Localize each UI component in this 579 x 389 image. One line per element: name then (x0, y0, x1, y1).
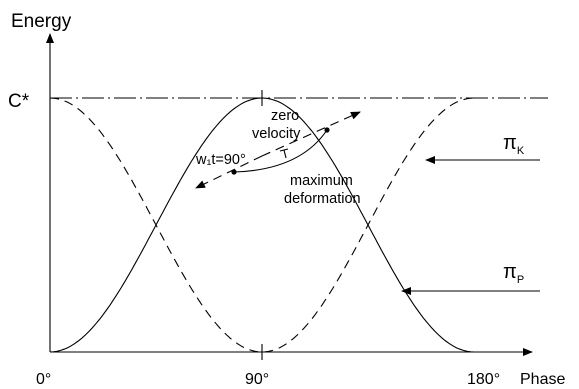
annotation-maximum: maximum (290, 173, 353, 189)
pi-k-symbol: π (503, 132, 517, 154)
annotation-zero: zero (271, 108, 299, 124)
y-axis-title: Energy (11, 11, 72, 32)
potential-energy-curve (49, 97, 475, 353)
x-tick-0: 0° (36, 371, 51, 388)
pi-p-symbol: π (503, 261, 517, 283)
annotation-phase-value: w₁t=90° (195, 152, 246, 168)
c-star-label: C* (8, 91, 30, 112)
pi-k-subscript: K (517, 145, 525, 157)
pi-p-subscript: P (517, 274, 524, 286)
pi-p-label: πP (503, 261, 524, 286)
pi-k-label: πK (503, 132, 525, 157)
center-pin (279, 148, 289, 159)
annotation-deformation: deformation (284, 191, 361, 207)
deformation-arc (233, 129, 328, 173)
x-tick-180: 180° (467, 371, 500, 388)
x-tick-90: 90° (245, 371, 269, 388)
x-axis-title: Phase (520, 371, 565, 388)
direction-arrow-up (261, 111, 361, 157)
annotation-velocity: velocity (252, 126, 301, 142)
direction-arrow-down (195, 155, 263, 189)
